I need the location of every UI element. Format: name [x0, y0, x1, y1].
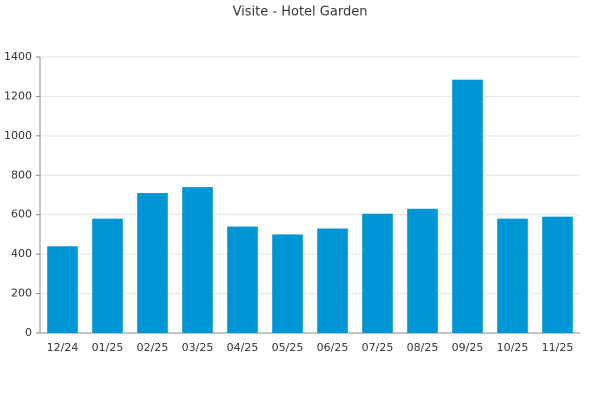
bar	[497, 218, 528, 333]
y-tick-label: 400	[11, 247, 32, 260]
x-tick-label: 06/25	[317, 341, 349, 354]
bar	[272, 234, 303, 333]
x-tick-label: 10/25	[497, 341, 529, 354]
y-tick-label: 0	[25, 326, 32, 339]
bar	[317, 228, 348, 333]
bar	[47, 246, 78, 333]
x-tick-label: 03/25	[182, 341, 214, 354]
x-tick-label: 08/25	[407, 341, 439, 354]
chart-title: Visite - Hotel Garden	[233, 5, 368, 20]
y-tick-label: 1400	[4, 50, 32, 63]
bar	[182, 187, 213, 333]
y-tick-label: 1000	[4, 129, 32, 142]
bar	[407, 208, 438, 333]
bar	[452, 79, 483, 334]
bar	[542, 216, 573, 333]
x-tick-label: 01/25	[92, 341, 124, 354]
y-tick-label: 600	[11, 208, 32, 221]
y-tick-label: 800	[11, 168, 32, 181]
y-tick-label: 1200	[4, 89, 32, 102]
x-tick-label: 05/25	[272, 341, 304, 354]
bar	[227, 226, 258, 333]
x-tick-label: 04/25	[227, 341, 259, 354]
x-tick-label: 12/24	[47, 341, 79, 354]
bar	[137, 193, 168, 333]
bar	[92, 218, 123, 333]
x-tick-label: 02/25	[137, 341, 169, 354]
x-tick-label: 07/25	[362, 341, 394, 354]
y-tick-label: 200	[11, 287, 32, 300]
x-tick-label: 11/25	[542, 341, 574, 354]
x-tick-label: 09/25	[452, 341, 484, 354]
bar	[362, 213, 393, 333]
